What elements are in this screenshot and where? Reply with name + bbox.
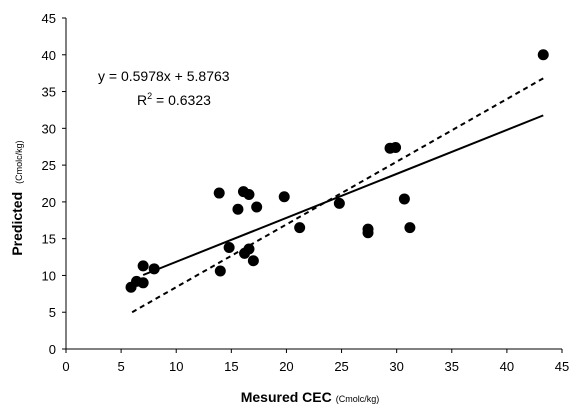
data-point [223,241,235,253]
data-point [404,222,416,234]
data-point [243,243,255,255]
data-point [390,141,402,153]
x-tick-label: 35 [445,359,459,374]
x-tick-label: 0 [62,359,69,374]
data-point [214,265,226,277]
x-tick-label: 45 [555,359,569,374]
y-tick-label: 25 [42,158,56,173]
x-tick-label: 20 [279,359,293,374]
y-tick-label: 35 [42,85,56,100]
x-tick-label: 40 [500,359,514,374]
data-point [148,263,160,275]
x-tick-label: 5 [117,359,124,374]
data-point [362,227,374,239]
y-tick-label: 20 [42,195,56,210]
x-tick-label: 10 [169,359,183,374]
y-tick-label: 40 [42,48,56,63]
data-point [398,193,410,205]
data-point [243,189,255,201]
data-point [251,201,263,213]
identity-dashed-line [131,77,544,314]
data-point [137,260,149,272]
regression-solid-line [142,114,544,276]
regression-equation: y = 0.5978x + 5.8763 [98,68,230,84]
data-point [278,191,290,203]
data-point [537,49,549,61]
x-tick-label: 25 [334,359,348,374]
y-axis-title: Predicted(Cmolc/kg) [9,140,25,255]
y-tick-label: 0 [49,342,56,357]
y-tick-label: 15 [42,232,56,247]
data-point [213,187,225,199]
x-axis-ticks: 0 5 10 15 20 25 30 35 40 45 [62,349,569,374]
y-tick-label: 10 [42,268,56,283]
x-tick-label: 30 [389,359,403,374]
r-squared-label: R2 = 0.6323 [137,91,211,108]
y-tick-label: 30 [42,121,56,136]
x-axis-title: Mesured CEC (Cmolc/kg) [241,389,380,405]
data-point [333,197,345,209]
y-axis-ticks: 0 5 10 15 20 25 30 35 40 45 [42,11,66,357]
y-tick-label: 5 [49,305,56,320]
data-point [137,277,149,289]
x-tick-label: 15 [224,359,238,374]
data-point [294,222,306,234]
y-tick-label: 45 [42,11,56,26]
data-point [247,255,259,267]
data-point [232,203,244,215]
data-points [125,49,549,293]
